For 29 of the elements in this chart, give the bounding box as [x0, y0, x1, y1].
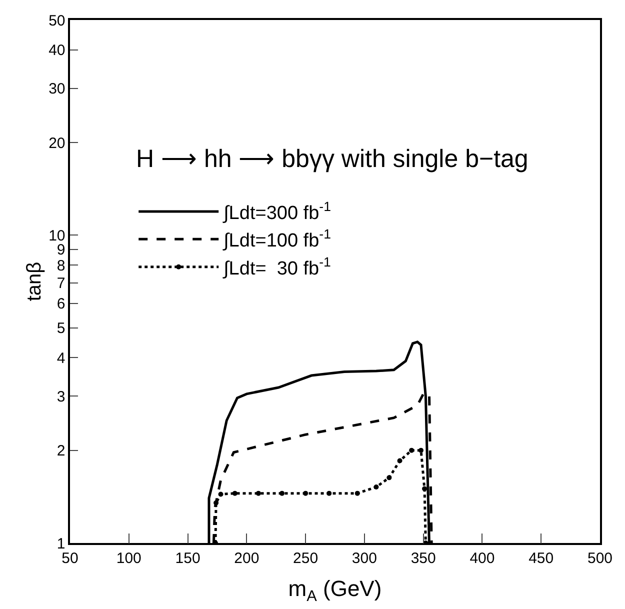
y-axis-title: tanβ: [24, 262, 46, 302]
y-tick-label: 3: [56, 388, 66, 406]
x-axis-title: m$_{A}$ (GeV): [288, 576, 382, 605]
y-tick-label: 30: [48, 80, 66, 98]
y-tick-label: 7: [56, 275, 66, 292]
x-tick-label: 450: [528, 550, 554, 567]
legend-label: ∫Ldt=300 fb$^{-1}$: [222, 198, 331, 224]
y-tick-label: 40: [48, 42, 66, 60]
legend-label: ∫Ldt= 30 fb$^{-1}$: [222, 254, 331, 280]
y-tick-label: 20: [48, 134, 66, 152]
x-tick-label: 350: [410, 550, 436, 567]
y-tick-label: 2: [56, 442, 66, 460]
x-tick-label: 400: [470, 550, 495, 567]
y-tick-label: 8: [56, 257, 66, 274]
x-tick-label: 200: [234, 550, 260, 567]
y-tick-label: 6: [56, 296, 66, 313]
legend-label: ∫Ldt=100 fb$^{-1}$: [222, 226, 331, 252]
x-tick-label: 300: [352, 550, 377, 567]
y-tick-label: 50: [48, 12, 66, 30]
y-tick-label: 9: [56, 242, 66, 258]
y-tick-label: 5: [56, 320, 66, 338]
x-tick-label: 100: [116, 550, 142, 567]
x-tick-label: 250: [293, 550, 318, 567]
y-tick-label: 10: [48, 227, 66, 244]
y-tick-label: 1: [56, 535, 66, 552]
x-tick-label: 150: [175, 550, 200, 567]
text: H ⟶ hh ⟶ bbγγ with single b−tag: [136, 145, 528, 173]
x-tick-label: 500: [587, 550, 613, 567]
y-tick-label: 4: [56, 350, 66, 367]
